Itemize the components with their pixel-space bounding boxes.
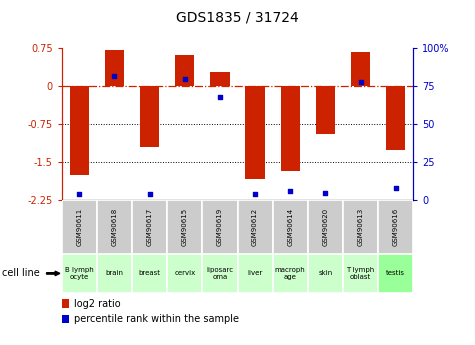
Text: percentile rank within the sample: percentile rank within the sample	[74, 314, 238, 324]
Bar	[308, 254, 343, 293]
Text: GSM90611: GSM90611	[76, 208, 82, 246]
Text: GSM90615: GSM90615	[182, 208, 188, 246]
Bar	[167, 200, 202, 254]
Bar	[70, 86, 89, 175]
Bar	[97, 254, 132, 293]
Point	[146, 191, 153, 197]
Point	[251, 191, 259, 197]
Point	[392, 185, 399, 191]
Bar	[246, 86, 265, 179]
Bar	[140, 86, 159, 147]
Point	[76, 191, 83, 197]
Bar	[308, 200, 343, 254]
Bar	[238, 200, 273, 254]
Bar	[378, 254, 413, 293]
Text: liposarc
oma: liposarc oma	[206, 267, 234, 280]
Bar	[238, 254, 273, 293]
Text: GSM90618: GSM90618	[112, 208, 117, 246]
Bar	[378, 200, 413, 254]
Bar	[273, 200, 308, 254]
Bar	[167, 254, 202, 293]
Point	[111, 73, 118, 78]
Point	[322, 190, 329, 195]
Text: GSM90619: GSM90619	[217, 208, 223, 246]
Point	[216, 94, 224, 100]
Bar	[273, 254, 308, 293]
Text: GSM90620: GSM90620	[323, 208, 328, 246]
Text: GSM90612: GSM90612	[252, 208, 258, 246]
Text: GSM90613: GSM90613	[358, 208, 363, 246]
Bar	[132, 200, 167, 254]
Bar	[132, 254, 167, 293]
Point	[286, 188, 294, 194]
Text: T lymph
oblast: T lymph oblast	[346, 267, 375, 280]
Bar	[62, 200, 97, 254]
Text: liver: liver	[247, 270, 263, 276]
Text: GSM90617: GSM90617	[147, 208, 152, 246]
Bar	[105, 50, 124, 86]
Bar	[210, 72, 229, 86]
Text: GSM90616: GSM90616	[393, 208, 399, 246]
Bar	[202, 254, 238, 293]
Text: cell line: cell line	[2, 268, 40, 278]
Text: macroph
age: macroph age	[275, 267, 305, 280]
Point	[357, 79, 364, 85]
Bar	[97, 200, 132, 254]
Text: B lymph
ocyte: B lymph ocyte	[65, 267, 94, 280]
Text: GDS1835 / 31724: GDS1835 / 31724	[176, 10, 299, 24]
Text: log2 ratio: log2 ratio	[74, 299, 120, 308]
Text: skin: skin	[318, 270, 332, 276]
Text: brain: brain	[105, 270, 124, 276]
Text: testis: testis	[386, 270, 405, 276]
Bar	[175, 55, 194, 86]
Bar	[281, 86, 300, 171]
Bar	[351, 52, 370, 86]
Bar	[386, 86, 405, 149]
Bar	[62, 254, 97, 293]
Bar	[343, 254, 378, 293]
Bar	[316, 86, 335, 134]
Text: GSM90614: GSM90614	[287, 208, 293, 246]
Text: cervix: cervix	[174, 270, 195, 276]
Bar	[343, 200, 378, 254]
Text: breast: breast	[139, 270, 161, 276]
Point	[181, 76, 189, 81]
Bar	[202, 200, 238, 254]
